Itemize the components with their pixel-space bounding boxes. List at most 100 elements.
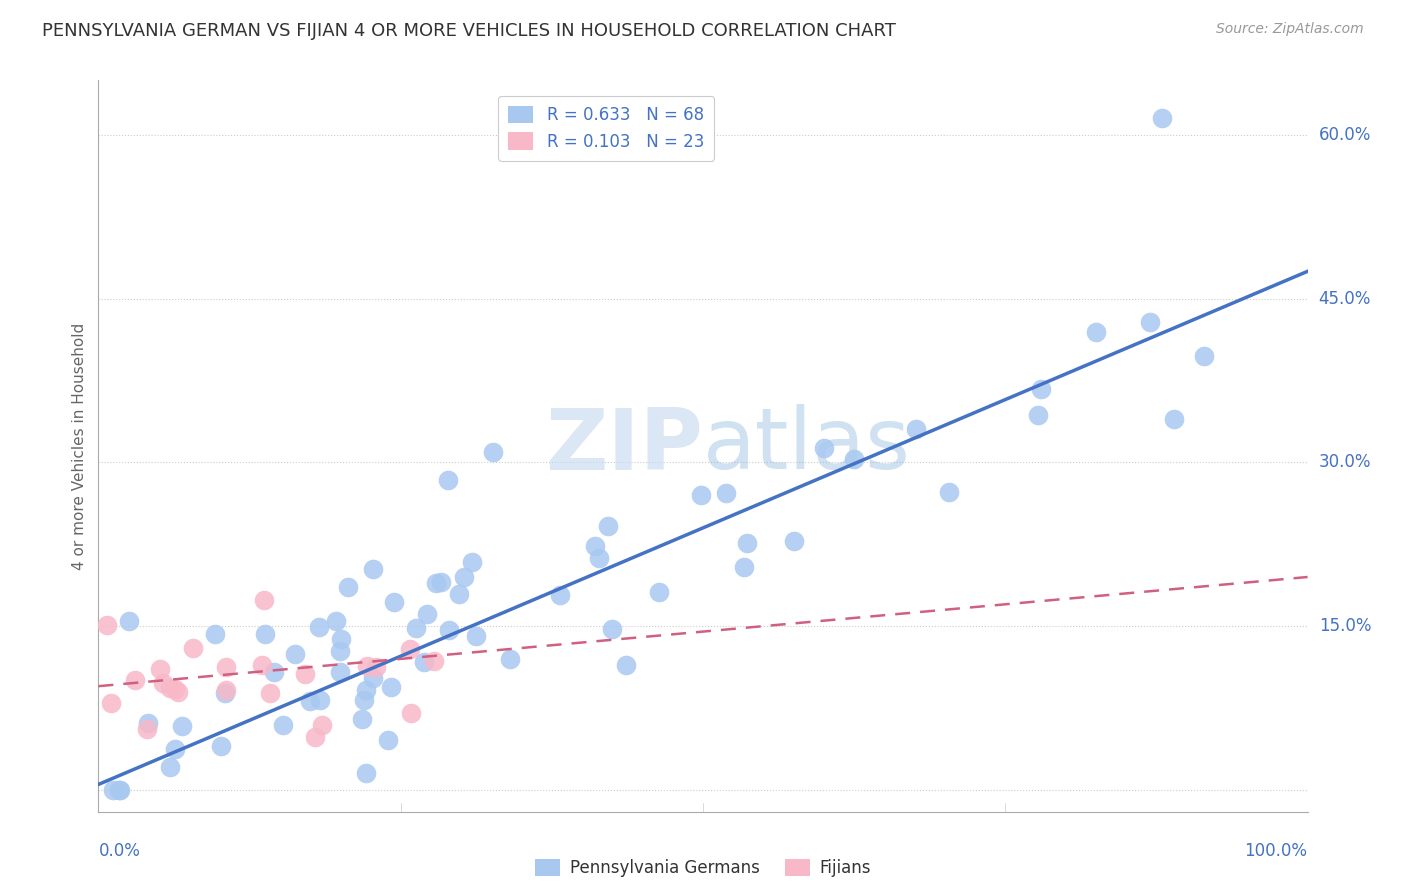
Point — [813, 442, 835, 456]
Point — [356, 658, 378, 673]
Point — [938, 485, 960, 500]
Point — [124, 673, 146, 687]
Point — [308, 693, 330, 707]
Point — [465, 629, 488, 643]
Text: 30.0%: 30.0% — [1319, 453, 1371, 471]
Text: PENNSYLVANIA GERMAN VS FIJIAN 4 OR MORE VEHICLES IN HOUSEHOLD CORRELATION CHART: PENNSYLVANIA GERMAN VS FIJIAN 4 OR MORE … — [42, 22, 896, 40]
Point — [1085, 325, 1108, 339]
Point — [425, 575, 447, 590]
Point — [1139, 315, 1161, 329]
Point — [271, 717, 294, 731]
Text: 60.0%: 60.0% — [1319, 126, 1371, 144]
Point — [399, 706, 422, 720]
Point — [361, 562, 384, 576]
Point — [460, 555, 482, 569]
Point — [298, 694, 321, 708]
Text: 100.0%: 100.0% — [1244, 842, 1308, 860]
Text: ZIP: ZIP — [546, 404, 703, 488]
Point — [159, 681, 181, 695]
Point — [905, 422, 928, 436]
Point — [259, 685, 281, 699]
Point — [782, 534, 804, 549]
Legend: Pennsylvania Germans, Fijians: Pennsylvania Germans, Fijians — [529, 852, 877, 884]
Point — [149, 662, 172, 676]
Point — [1029, 382, 1052, 396]
Point — [430, 575, 453, 590]
Point — [583, 539, 606, 553]
Point — [329, 665, 352, 680]
Point — [336, 580, 359, 594]
Point — [215, 660, 238, 674]
Point — [118, 614, 141, 628]
Point — [96, 618, 118, 632]
Text: 0.0%: 0.0% — [98, 842, 141, 860]
Point — [100, 696, 122, 710]
Text: 15.0%: 15.0% — [1319, 617, 1371, 635]
Text: atlas: atlas — [703, 404, 911, 488]
Point — [436, 473, 458, 487]
Point — [405, 621, 427, 635]
Point — [499, 652, 522, 666]
Point — [361, 671, 384, 685]
Point — [416, 607, 439, 621]
Point — [453, 570, 475, 584]
Point — [1163, 412, 1185, 426]
Point — [733, 560, 755, 574]
Point — [214, 686, 236, 700]
Point — [602, 622, 624, 636]
Y-axis label: 4 or more Vehicles in Household: 4 or more Vehicles in Household — [72, 322, 87, 570]
Point — [1192, 349, 1215, 363]
Point — [250, 657, 273, 672]
Point — [423, 654, 446, 668]
Point — [311, 718, 333, 732]
Point — [596, 518, 619, 533]
Point — [284, 647, 307, 661]
Point — [166, 685, 188, 699]
Point — [136, 722, 159, 736]
Point — [215, 683, 238, 698]
Point — [308, 620, 330, 634]
Point — [253, 627, 276, 641]
Point — [353, 693, 375, 707]
Point — [352, 712, 374, 726]
Point — [735, 536, 758, 550]
Point — [366, 660, 388, 674]
Point — [690, 488, 713, 502]
Point — [211, 739, 233, 753]
Point — [263, 665, 285, 680]
Point — [1152, 112, 1174, 126]
Point — [550, 588, 572, 602]
Point — [449, 586, 471, 600]
Point — [108, 783, 131, 797]
Legend: R = 0.633   N = 68, R = 0.103   N = 23: R = 0.633 N = 68, R = 0.103 N = 23 — [498, 96, 714, 161]
Point — [163, 742, 186, 756]
Text: Source: ZipAtlas.com: Source: ZipAtlas.com — [1216, 22, 1364, 37]
Point — [159, 760, 181, 774]
Point — [204, 626, 226, 640]
Point — [844, 452, 866, 467]
Point — [108, 783, 131, 797]
Point — [136, 716, 159, 731]
Point — [325, 614, 347, 628]
Point — [380, 680, 402, 694]
Point — [329, 644, 352, 658]
Point — [172, 719, 194, 733]
Text: 45.0%: 45.0% — [1319, 290, 1371, 308]
Point — [152, 675, 174, 690]
Point — [398, 642, 420, 657]
Point — [165, 681, 187, 696]
Point — [647, 585, 669, 599]
Point — [294, 666, 316, 681]
Point — [356, 766, 378, 780]
Point — [252, 593, 274, 607]
Point — [437, 623, 460, 637]
Point — [354, 682, 377, 697]
Point — [384, 595, 406, 609]
Point — [614, 658, 637, 673]
Point — [1028, 409, 1050, 423]
Point — [413, 656, 436, 670]
Point — [482, 445, 505, 459]
Point — [304, 730, 326, 744]
Point — [588, 550, 610, 565]
Point — [103, 783, 125, 797]
